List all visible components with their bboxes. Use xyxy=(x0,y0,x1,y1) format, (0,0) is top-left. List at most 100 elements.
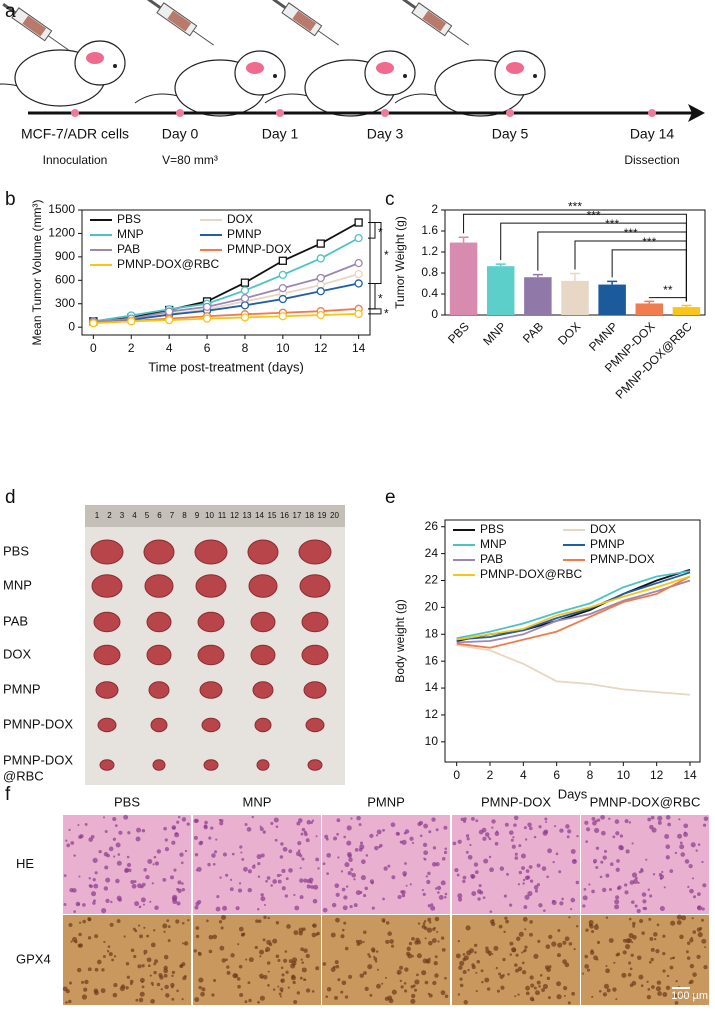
tissue-cell xyxy=(591,995,594,999)
tissue-cell xyxy=(82,919,86,924)
tissue-cell xyxy=(290,975,296,981)
data-point xyxy=(354,233,363,243)
tissue-cell xyxy=(615,953,619,957)
tissue-cell xyxy=(147,858,153,864)
tissue-cell xyxy=(83,987,88,992)
tissue-cell xyxy=(462,819,467,823)
tissue-cell xyxy=(583,888,587,891)
tumor xyxy=(301,644,329,666)
tissue-cell xyxy=(385,921,390,925)
tissue-cell xyxy=(153,962,157,966)
tissue-cell xyxy=(482,836,487,841)
tissue-cell xyxy=(413,988,418,992)
tissue-cell xyxy=(266,876,271,880)
tissue-cell xyxy=(364,986,369,991)
tissue-cell xyxy=(530,983,535,988)
tissue-cell xyxy=(141,985,145,989)
tissue-cell xyxy=(367,964,373,970)
tissue-cell xyxy=(480,969,484,973)
tissue-cell xyxy=(557,929,561,932)
tissue-cell xyxy=(511,844,516,849)
tissue-cell xyxy=(523,948,527,952)
tissue-cell xyxy=(411,993,416,999)
tissue-cell xyxy=(381,982,384,985)
tissue-cell xyxy=(118,897,122,902)
tissue-cell xyxy=(359,844,365,850)
tissue-cell xyxy=(457,940,460,943)
tissue-cell xyxy=(288,959,293,964)
tissue-cell xyxy=(692,930,697,934)
tissue-cell xyxy=(299,878,304,883)
tissue-cell xyxy=(382,897,385,901)
bar xyxy=(524,277,552,315)
tissue-cell xyxy=(384,976,387,979)
tissue-cell xyxy=(624,890,629,895)
tissue-cell xyxy=(376,968,379,971)
tissue-cell xyxy=(482,896,486,900)
tissue-cell xyxy=(614,819,620,824)
tissue-cell xyxy=(237,943,240,946)
tissue-cell xyxy=(432,927,436,931)
tissue-cell xyxy=(140,897,146,903)
tissue-cell xyxy=(650,815,655,820)
y-tick-label: 12 xyxy=(425,707,439,721)
timeline-label: Day 5 xyxy=(492,126,529,142)
tumor xyxy=(197,611,225,633)
tissue-cell xyxy=(672,956,675,959)
tissue-cell xyxy=(498,972,502,976)
tissue-cell xyxy=(88,877,91,880)
tissue-cell xyxy=(469,843,472,847)
tissue-cell xyxy=(474,870,479,875)
tissue-cell xyxy=(82,903,86,907)
tissue-cell xyxy=(181,887,186,892)
tissue-cell xyxy=(255,919,259,923)
tissue-cell xyxy=(114,824,118,828)
tumor xyxy=(307,759,323,771)
tissue-cell xyxy=(475,990,478,993)
ruler-number: 8 xyxy=(182,511,187,520)
tissue-cell xyxy=(129,982,133,986)
x-tick-label: 6 xyxy=(553,768,560,782)
tissue-cell xyxy=(438,895,444,900)
tissue-cell xyxy=(208,836,212,840)
tissue-cell xyxy=(364,886,369,891)
tissue-cell xyxy=(432,980,437,986)
tissue-cell xyxy=(390,944,395,948)
tissue-cell xyxy=(281,886,286,891)
tissue-cell xyxy=(112,816,117,822)
tissue-cell xyxy=(141,980,144,984)
tissue-cell xyxy=(162,923,168,929)
tissue-cell xyxy=(435,862,440,867)
tissue-cell xyxy=(334,960,339,965)
histology-column-label: PBS xyxy=(114,794,140,809)
tissue-cell xyxy=(495,966,498,970)
tissue-cell xyxy=(652,873,656,876)
tissue-cell xyxy=(341,887,346,892)
tissue-cell xyxy=(662,992,668,997)
tissue-cell xyxy=(374,960,378,963)
tissue-cell xyxy=(181,817,187,822)
tumor xyxy=(152,759,166,771)
tissue-cell xyxy=(559,901,564,906)
tissue-cell xyxy=(581,972,585,975)
tissue-cell xyxy=(149,900,152,903)
y-tick-label: 0.8 xyxy=(421,265,438,279)
x-tick-label: 2 xyxy=(487,768,494,782)
tissue-cell xyxy=(93,899,96,903)
tissue-cell xyxy=(305,953,310,959)
tissue-cell xyxy=(539,974,543,977)
tissue-cell xyxy=(631,872,638,878)
tissue-cell xyxy=(514,963,518,967)
tissue-cell xyxy=(595,865,599,870)
tissue-cell xyxy=(259,955,262,958)
tissue-cell xyxy=(661,870,664,874)
tissue-cell xyxy=(313,884,319,890)
tissue-cell xyxy=(203,824,208,828)
tissue-cell xyxy=(280,978,285,983)
tissue-cell xyxy=(471,874,476,879)
tissue-cell xyxy=(113,855,116,858)
tissue-cell xyxy=(390,822,396,828)
tissue-cell xyxy=(546,875,549,879)
tissue-cell xyxy=(219,876,222,879)
significance-label: *** xyxy=(568,199,582,213)
